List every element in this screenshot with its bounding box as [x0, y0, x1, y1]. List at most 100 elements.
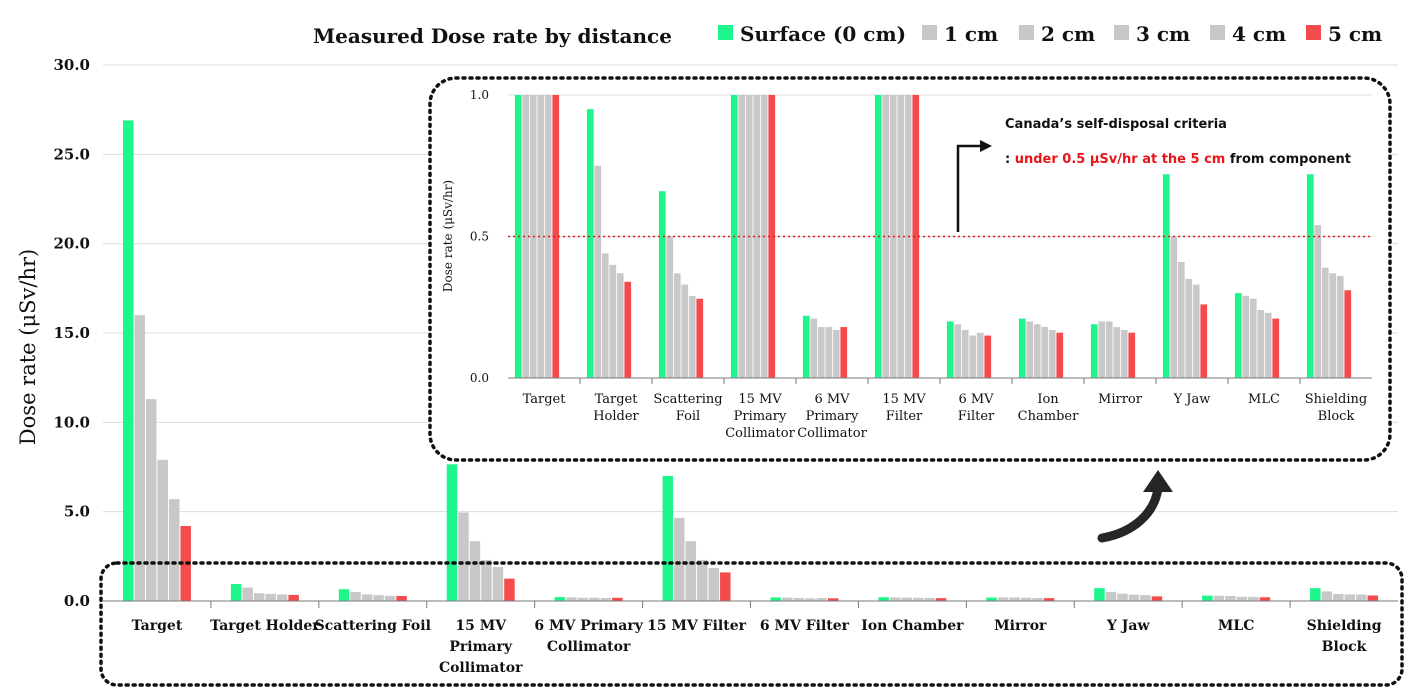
inset-bar-c11-s0 — [1306, 174, 1314, 378]
main-category-line: MLC — [1218, 618, 1254, 634]
inset-bar-c11-s2 — [1321, 267, 1329, 378]
main-bar-c2-s3 — [373, 595, 384, 601]
inset-bar-c9-s1 — [1170, 236, 1178, 378]
inset-category-line: Scattering — [653, 392, 722, 407]
main-bar-c8-s1 — [997, 597, 1009, 601]
legend-label-0: Surface (0 cm) — [740, 22, 906, 46]
legend-label-4: 4 cm — [1232, 22, 1286, 46]
legend-label-5: 5 cm — [1328, 22, 1382, 46]
inset-category-line: Holder — [593, 409, 639, 424]
main-bar-c4-s0 — [554, 597, 566, 601]
inset-category-line: Primary — [734, 409, 787, 424]
main-bar-c3-s5 — [504, 578, 515, 601]
inset-y-tick-1: 0.5 — [470, 230, 489, 244]
main-category-label-9: Y Jaw — [1106, 618, 1151, 634]
main-category-label-7: Ion Chamber — [861, 618, 964, 634]
inset-bar-c4-s4 — [832, 329, 840, 378]
main-category-line: 15 MV Filter — [647, 618, 747, 634]
main-category-line: 15 MV — [455, 618, 507, 634]
inset-x-ticks — [579, 378, 1301, 384]
main-category-line: Target — [132, 618, 183, 634]
inset-category-line: Block — [1318, 409, 1355, 424]
main-bar-c0-s1 — [134, 315, 145, 601]
inset-bar-c2-s2 — [673, 273, 681, 378]
inset-bar-c4-s0 — [802, 315, 810, 378]
legend-label-2: 2 cm — [1041, 22, 1095, 46]
main-category-label-1: Target Holder — [210, 618, 320, 634]
inset-bar-c8-s1 — [1098, 321, 1106, 378]
main-bar-c5-s1 — [674, 517, 685, 601]
main-bar-c3-s2 — [469, 541, 481, 601]
inset-bar-c2-s0 — [658, 191, 666, 378]
main-bar-c7-s3 — [912, 597, 924, 601]
inset-bar-c11-s1 — [1314, 225, 1322, 378]
inset-category-label-2: Scattering Foil — [653, 392, 722, 424]
inset-bar-c9-s0 — [1162, 174, 1170, 378]
inset-category-line: 6 MV — [814, 392, 850, 407]
main-bar-c0-s4 — [168, 499, 180, 601]
inset-bar-c4-s2 — [817, 327, 825, 378]
inset-bar-c9-s5 — [1200, 304, 1208, 378]
inset-bar-c1-s2 — [601, 253, 609, 378]
inset-bar-c10-s2 — [1249, 298, 1257, 378]
inset-category-label-11: Shielding Block — [1305, 392, 1367, 424]
inset-category-label-7: Ion Chamber — [1018, 392, 1079, 424]
inset-bar-c8-s3 — [1113, 327, 1121, 378]
inset-bar-c1-s0 — [586, 109, 594, 379]
main-y-axis-label: Dose rate (μSv/hr) — [16, 249, 40, 445]
main-bar-c11-s5 — [1367, 595, 1379, 601]
inset-bar-c9-s4 — [1192, 284, 1200, 378]
main-bar-c10-s2 — [1225, 595, 1236, 601]
inset-bar-c6-s1 — [954, 324, 962, 378]
main-bar-c2-s0 — [338, 589, 350, 601]
main-bar-c10-s5 — [1259, 597, 1271, 601]
inset-bar-c3-s3 — [753, 95, 761, 378]
main-category-label-11: Shielding Block — [1307, 618, 1382, 655]
main-bar-c10-s3 — [1236, 596, 1248, 601]
main-bar-c10-s4 — [1248, 596, 1259, 601]
inset-bar-c0-s5 — [552, 95, 560, 378]
main-category-label-4: 6 MV Primary Collimator — [534, 618, 643, 655]
main-bar-c5-s4 — [708, 567, 720, 601]
main-category-line: Target Holder — [210, 618, 320, 634]
main-bar-c9-s0 — [1094, 588, 1105, 601]
main-bar-c11-s0 — [1310, 588, 1321, 601]
inset-bar-c1-s1 — [594, 165, 602, 378]
main-category-label-5: 15 MV Filter — [647, 618, 747, 634]
inset-category-line: MLC — [1248, 392, 1280, 407]
main-bar-c9-s4 — [1140, 595, 1151, 601]
main-category-line: Collimator — [439, 660, 523, 676]
inset-bar-c6-s0 — [946, 321, 954, 378]
inset-category-label-3: 15 MV Primary Collimator — [725, 392, 795, 441]
inset-category-line: Target — [523, 392, 567, 407]
inset-bar-c10-s5 — [1272, 318, 1280, 378]
inset-category-label-1: Target Holder — [593, 392, 639, 424]
inset-y-tick-2: 1.0 — [470, 88, 489, 102]
main-bar-c11-s3 — [1344, 594, 1356, 601]
legend-swatch-0 — [718, 25, 733, 40]
inset-bar-c6-s2 — [961, 329, 969, 378]
main-y-tick-labels: 0.0 5.0 10.0 15.0 20.0 25.0 30.0 — [53, 56, 90, 610]
inset-category-line: 15 MV — [738, 392, 782, 407]
inset-bar-c5-s3 — [897, 95, 905, 378]
inset-bar-c7-s5 — [1056, 332, 1064, 378]
inset-bar-c11-s4 — [1336, 276, 1344, 378]
main-bar-c9-s3 — [1128, 594, 1140, 601]
annotation-highlight: under 0.5 μSv/hr at the 5 cm — [1015, 152, 1226, 167]
main-bar-c4-s4 — [600, 597, 612, 601]
main-bar-c7-s4 — [924, 597, 935, 601]
inset-bar-c7-s2 — [1033, 324, 1041, 378]
inset-bar-c9-s2 — [1177, 261, 1185, 378]
inset-bar-c11-s5 — [1344, 290, 1352, 378]
main-bar-c3-s0 — [446, 464, 458, 601]
inset-bar-c8-s2 — [1105, 321, 1113, 378]
inset-category-line: 6 MV — [958, 392, 994, 407]
main-category-label-6: 6 MV Filter — [760, 618, 850, 634]
main-bar-c11-s1 — [1321, 591, 1333, 601]
inset-bar-c6-s5 — [984, 335, 992, 378]
main-bar-c6-s1 — [781, 597, 793, 601]
main-category-line: Block — [1322, 639, 1367, 655]
main-bar-c7-s0 — [878, 597, 889, 601]
inset-bar-c7-s1 — [1026, 321, 1034, 378]
main-category-line: Collimator — [547, 639, 631, 655]
